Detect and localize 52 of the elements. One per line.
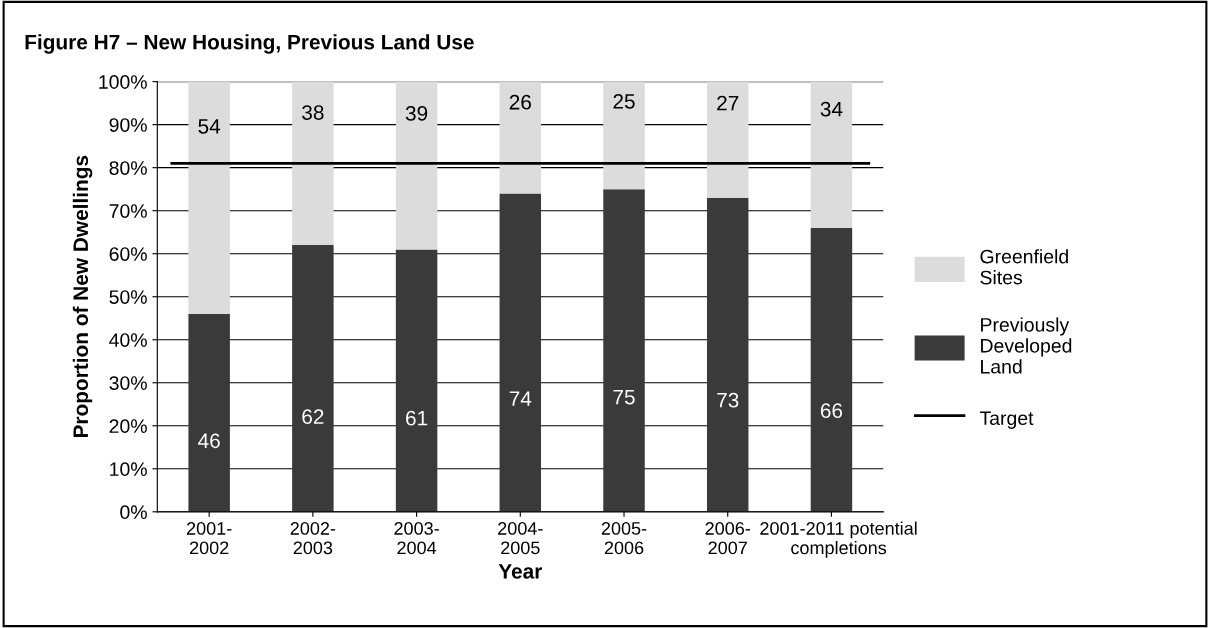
bar xyxy=(810,227,853,512)
data-label: 27 xyxy=(717,95,739,111)
x-tick-label: 2001-2011 potential completions xyxy=(760,521,917,558)
chart-title: Figure H7 – New Housing, Previous Land Use xyxy=(25,34,474,54)
y-tick-label: 50% xyxy=(109,290,147,304)
data-label: 73 xyxy=(717,392,739,408)
data-label: 39 xyxy=(405,106,428,121)
x-tick-label: 2003- 2004 xyxy=(394,522,439,555)
data-label: 66 xyxy=(820,403,843,419)
data-label: 61 xyxy=(406,410,428,426)
bar xyxy=(603,81,645,190)
x-tick-label: 2002- 2003 xyxy=(290,522,336,555)
bar xyxy=(603,189,645,512)
data-label: 74 xyxy=(509,391,532,406)
bar xyxy=(810,81,853,228)
data-label: 26 xyxy=(509,94,531,110)
bar xyxy=(292,245,334,512)
data-label: 54 xyxy=(198,119,221,134)
y-axis-title: Proportion of New Dwellings xyxy=(72,155,93,438)
bar xyxy=(292,81,334,246)
y-tick-label: 30% xyxy=(109,376,147,390)
legend-label: Target xyxy=(979,411,1034,429)
x-tick-label: 2001- 2002 xyxy=(186,522,232,555)
bar xyxy=(706,81,749,198)
x-tick-label: 2005- 2006 xyxy=(601,522,647,555)
bar xyxy=(188,313,230,512)
y-tick-label: 10% xyxy=(110,462,147,477)
bar xyxy=(499,81,542,194)
bar xyxy=(395,249,438,512)
x-tick-label: 2004- 2005 xyxy=(498,522,543,555)
y-tick-label: 40% xyxy=(109,333,147,347)
data-label: 25 xyxy=(613,93,635,109)
x-axis-title: Year xyxy=(498,564,542,579)
bar xyxy=(706,197,749,512)
bar xyxy=(395,81,438,250)
y-tick-label: 100% xyxy=(99,75,147,89)
legend-label: Greenfield Sites xyxy=(980,249,1068,285)
y-tick-label: 0% xyxy=(120,505,147,520)
y-tick-label: 70% xyxy=(109,204,147,218)
y-tick-label: 20% xyxy=(109,419,147,434)
data-label: 75 xyxy=(613,389,635,405)
y-tick-label: 80% xyxy=(109,161,147,175)
bar xyxy=(499,193,542,512)
data-label: 34 xyxy=(820,101,843,117)
y-tick-label: 60% xyxy=(109,247,147,261)
legend-label: Previously Developed Land xyxy=(981,317,1072,374)
bar xyxy=(188,81,230,314)
data-label: 46 xyxy=(198,433,220,449)
data-label: 38 xyxy=(302,105,324,120)
x-tick-label: 2006- 2007 xyxy=(705,522,751,555)
y-tick-label: 90% xyxy=(109,118,147,132)
data-label: 62 xyxy=(302,409,324,425)
